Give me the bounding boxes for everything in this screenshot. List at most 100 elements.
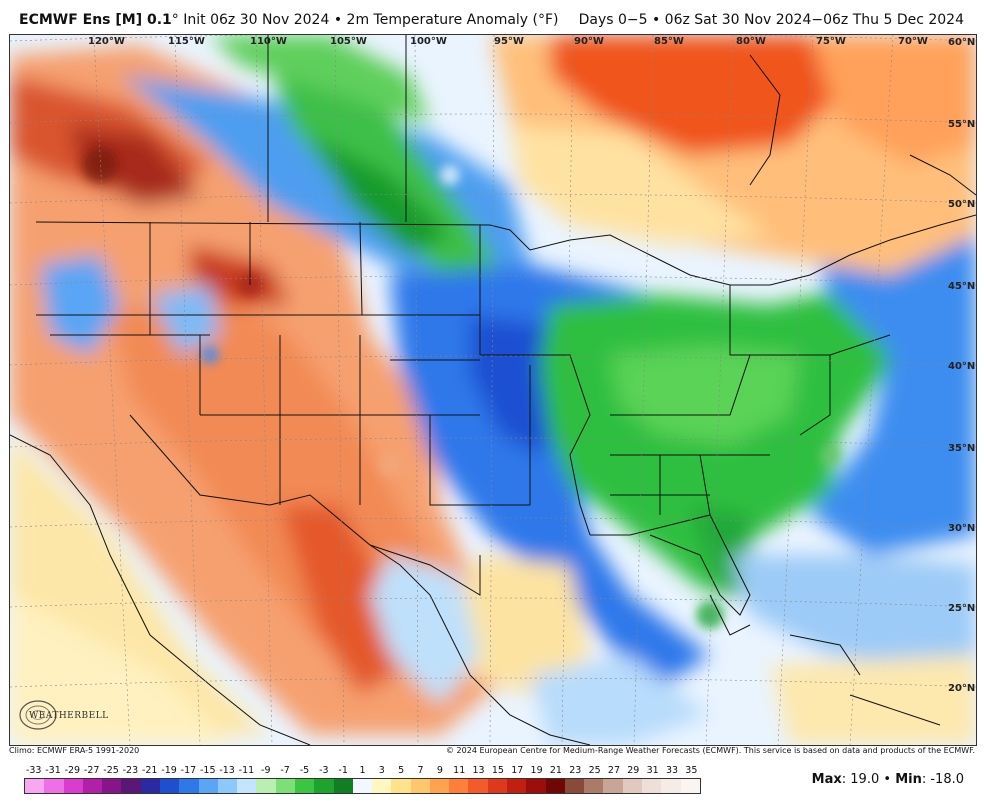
weatherbell-logo — [19, 700, 57, 730]
lat-label: 25°N — [948, 603, 975, 614]
colorbar-swatch — [25, 779, 45, 793]
colorbar-swatch — [352, 779, 373, 793]
min-label: Min — [895, 772, 922, 787]
colorbar-label: 19 — [530, 765, 543, 776]
colorbar-label: 3 — [378, 765, 385, 776]
colorbar-label: -1 — [338, 765, 348, 776]
map-canvas: 120°W 115°W 110°W 105°W 100°W 95°W 90°W … — [10, 35, 976, 745]
lat-label: 60°N — [948, 37, 975, 48]
colorbar-swatch — [410, 779, 430, 793]
colorbar-swatch — [275, 779, 295, 793]
lat-label: 45°N — [948, 281, 975, 292]
max-label: Max — [811, 772, 842, 787]
copyright-note: © 2024 European Centre for Medium-Range … — [446, 746, 975, 755]
lon-label: 75°W — [816, 36, 846, 47]
lat-label: 50°N — [948, 199, 975, 210]
colorbar-swatch — [140, 779, 160, 793]
colorbar-swatch — [121, 779, 141, 793]
colorbar-label: -33 — [25, 765, 42, 776]
colorbar-swatch — [584, 779, 604, 793]
colorbar-label: -3 — [319, 765, 329, 776]
colorbar-label: -5 — [299, 765, 310, 776]
colorbar-label: -21 — [141, 765, 158, 776]
colorbar-label: -7 — [280, 765, 290, 776]
colorbar-label: -15 — [199, 765, 216, 776]
lon-label: 70°W — [898, 36, 928, 47]
colorbar-swatch — [256, 779, 276, 793]
lat-label: 40°N — [948, 361, 975, 372]
colorbar-swatch — [507, 779, 527, 793]
anomaly-field — [10, 35, 976, 745]
lat-label: 55°N — [948, 119, 975, 130]
colorbar-label: -29 — [64, 765, 81, 776]
colorbar-swatch — [680, 779, 700, 793]
colorbar-label: 27 — [607, 765, 620, 776]
colorbar-swatch — [237, 779, 257, 793]
colorbar-swatch — [372, 779, 392, 793]
lat-label: 35°N — [948, 443, 975, 454]
lat-label: 20°N — [948, 683, 975, 694]
max-value: 19.0 — [850, 772, 880, 787]
max-min-stats: Max: 19.0 • Min: -18.0 — [811, 772, 964, 787]
colorbar-label: 35 — [685, 765, 698, 776]
lon-label: 120°W — [88, 36, 125, 47]
colorbar-labels: -33 -31 -29 -27 -25 -23 -21 -19 -17 -15 -13 -11 -9 -7… — [15, 765, 705, 777]
lat-label: 30°N — [948, 523, 975, 534]
colorbar-swatch — [429, 779, 450, 793]
valid-period: Days 0−5 • 06z Sat 30 Nov 2024−06z Thu 5… — [578, 12, 964, 28]
init-time: Init 06z 30 Nov 2024 — [183, 12, 330, 28]
colorbar-swatch — [217, 779, 238, 793]
colorbar-label: -31 — [45, 765, 61, 776]
colorbar-label: -13 — [219, 765, 235, 776]
colorbar-label: -9 — [261, 765, 271, 776]
colorbar-swatch — [526, 779, 546, 793]
longitude-labels: 120°W 115°W 110°W 105°W 100°W 95°W 90°W … — [88, 36, 928, 47]
colorbar-label: 21 — [549, 765, 562, 776]
colorbar-swatch — [179, 779, 199, 793]
logo-text: WEATHERBELL — [29, 711, 109, 721]
colorbar-swatch — [198, 779, 218, 793]
colorbar-swatch — [622, 779, 642, 793]
colorbar-label: 17 — [511, 765, 524, 776]
colorbar-label: 5 — [398, 765, 405, 776]
colorbar-swatch — [159, 779, 180, 793]
graticule — [10, 35, 976, 745]
colorbar-swatch — [82, 779, 103, 793]
colorbar-swatch — [487, 779, 508, 793]
lon-label: 80°W — [736, 36, 766, 47]
colorbar-swatch — [642, 779, 662, 793]
colorbar-swatch — [102, 779, 122, 793]
colorbar-swatch — [564, 779, 585, 793]
colorbar-swatch — [661, 779, 681, 793]
colorbar-swatch — [333, 779, 353, 793]
colorbar-label: 33 — [665, 765, 679, 776]
colorbar-swatch — [44, 779, 64, 793]
colorbar-label: 11 — [453, 765, 466, 776]
colorbar-label: 25 — [588, 765, 601, 776]
colorbar-label: -25 — [103, 765, 119, 776]
latitude-labels: 60°N 55°N 50°N 45°N 40°N 35°N 30°N 25°N … — [948, 37, 975, 694]
colorbar-label: -11 — [238, 765, 255, 776]
colorbar-swatch — [468, 779, 488, 793]
colorbar-label: -19 — [161, 765, 177, 776]
colorbar-label: 13 — [472, 765, 485, 776]
header: ECMWF Ens [M] 0.1° Init 06z 30 Nov 2024 … — [0, 0, 984, 34]
colorbar-swatch — [294, 779, 315, 793]
colorbar-label: 9 — [436, 765, 443, 776]
lon-label: 100°W — [410, 36, 447, 47]
colorbar-label: 29 — [627, 765, 640, 776]
colorbar-label: -27 — [83, 765, 100, 776]
anomaly-map[interactable]: 120°W 115°W 110°W 105°W 100°W 95°W 90°W … — [9, 34, 977, 746]
colorbar-swatch — [545, 779, 565, 793]
model-name: ECMWF Ens [M] 0.1 — [19, 12, 172, 28]
climo-note: Climo: ECMWF ERA-5 1991-2020 — [9, 746, 140, 755]
lon-label: 95°W — [494, 36, 524, 47]
colorbar-swatch — [63, 779, 83, 793]
map-title: ECMWF Ens [M] 0.1° Init 06z 30 Nov 2024 … — [19, 12, 559, 28]
colorbar-label: 23 — [569, 765, 582, 776]
colorbar-label: -17 — [180, 765, 197, 776]
colorbar-label: 1 — [359, 765, 366, 776]
colorbar-label: 7 — [417, 765, 424, 776]
colorbar-label: 31 — [646, 765, 659, 776]
field-name: 2m Temperature Anomaly (°F) — [346, 12, 559, 28]
